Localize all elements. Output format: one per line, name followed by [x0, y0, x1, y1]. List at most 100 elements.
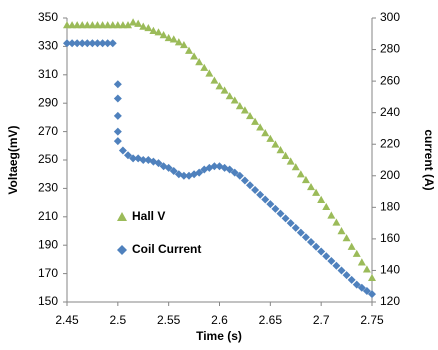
- y2-tick-label: 280: [380, 42, 400, 56]
- point: [174, 38, 183, 46]
- x-tick-label: 2.65: [259, 313, 283, 327]
- point: [98, 21, 107, 29]
- point: [332, 261, 341, 270]
- point: [327, 256, 336, 265]
- point: [83, 21, 92, 29]
- point: [230, 96, 239, 104]
- point: [362, 265, 371, 273]
- y-tick-label: 210: [38, 209, 58, 223]
- point: [281, 151, 290, 159]
- point: [113, 111, 122, 120]
- y2-tick-label: 120: [380, 294, 400, 308]
- legend-label: Hall V: [132, 209, 165, 223]
- point: [144, 23, 153, 32]
- point: [88, 39, 97, 48]
- y-tick-label: 330: [38, 39, 58, 53]
- legend-marker: [117, 245, 127, 255]
- point: [200, 63, 209, 71]
- point: [281, 214, 290, 223]
- point: [271, 204, 280, 213]
- point: [296, 228, 305, 237]
- y-tick-label: 230: [38, 181, 58, 195]
- point: [93, 21, 102, 29]
- y2-tick-label: 260: [380, 73, 400, 87]
- y-tick-label: 250: [38, 152, 58, 166]
- point: [342, 271, 351, 280]
- point: [113, 137, 122, 146]
- x-tick-label: 2.7: [313, 313, 330, 327]
- point: [357, 283, 366, 292]
- x-tick-label: 2.6: [211, 313, 228, 327]
- point: [108, 39, 117, 48]
- point: [73, 39, 82, 48]
- point: [240, 106, 249, 114]
- y2-tick-label: 180: [380, 200, 400, 214]
- point: [179, 40, 188, 49]
- legend-label: Coil Current: [132, 242, 201, 256]
- point: [291, 163, 300, 171]
- point: [256, 123, 265, 131]
- point: [68, 21, 77, 29]
- point: [108, 21, 117, 29]
- point: [78, 39, 87, 48]
- point: [139, 156, 148, 164]
- point: [113, 127, 122, 136]
- point: [296, 170, 305, 178]
- x-tick-label: 2.45: [55, 313, 79, 327]
- point: [185, 46, 193, 54]
- point: [368, 273, 376, 282]
- x-axis-label: Time (s): [196, 329, 242, 343]
- point: [251, 117, 260, 125]
- point: [210, 162, 219, 171]
- point: [113, 94, 122, 103]
- x-tick-label: 2.75: [360, 313, 384, 327]
- point: [113, 80, 122, 89]
- point: [235, 171, 244, 180]
- point: [312, 188, 321, 196]
- y2-tick-label: 300: [380, 10, 400, 24]
- point: [129, 18, 138, 26]
- y-tick-label: 270: [38, 124, 58, 138]
- point: [124, 151, 132, 160]
- point: [169, 35, 178, 43]
- y-tick-label: 150: [38, 294, 58, 308]
- y2-tick-label: 140: [380, 263, 400, 277]
- point: [169, 167, 178, 176]
- point: [164, 163, 173, 172]
- point: [291, 223, 300, 232]
- point: [317, 247, 326, 256]
- y-tick-label: 190: [38, 237, 58, 251]
- y-tick-label: 290: [38, 95, 58, 109]
- point: [164, 33, 173, 42]
- point: [368, 290, 376, 299]
- y2-tick-label: 240: [380, 105, 400, 119]
- point: [103, 21, 112, 29]
- point: [235, 102, 244, 110]
- point: [205, 69, 214, 77]
- point: [352, 249, 361, 257]
- point: [357, 258, 366, 266]
- point: [327, 211, 336, 219]
- point: [276, 209, 285, 218]
- point: [124, 21, 132, 29]
- legend-marker: [117, 212, 127, 221]
- point: [246, 111, 254, 120]
- point: [225, 92, 234, 100]
- y2-tick-label: 220: [380, 136, 400, 150]
- point: [159, 31, 168, 39]
- point: [312, 242, 321, 251]
- x-tick-label: 2.5: [109, 313, 126, 327]
- point: [98, 39, 107, 48]
- point: [337, 227, 346, 235]
- point: [342, 234, 351, 242]
- point: [301, 175, 310, 184]
- point: [347, 242, 356, 250]
- x-tick-label: 2.55: [157, 313, 181, 327]
- y2-axis-label: current (A): [422, 129, 436, 190]
- point: [63, 39, 71, 48]
- point: [230, 168, 239, 177]
- point: [332, 218, 341, 226]
- point: [195, 168, 204, 177]
- point: [286, 219, 295, 228]
- point: [139, 22, 148, 30]
